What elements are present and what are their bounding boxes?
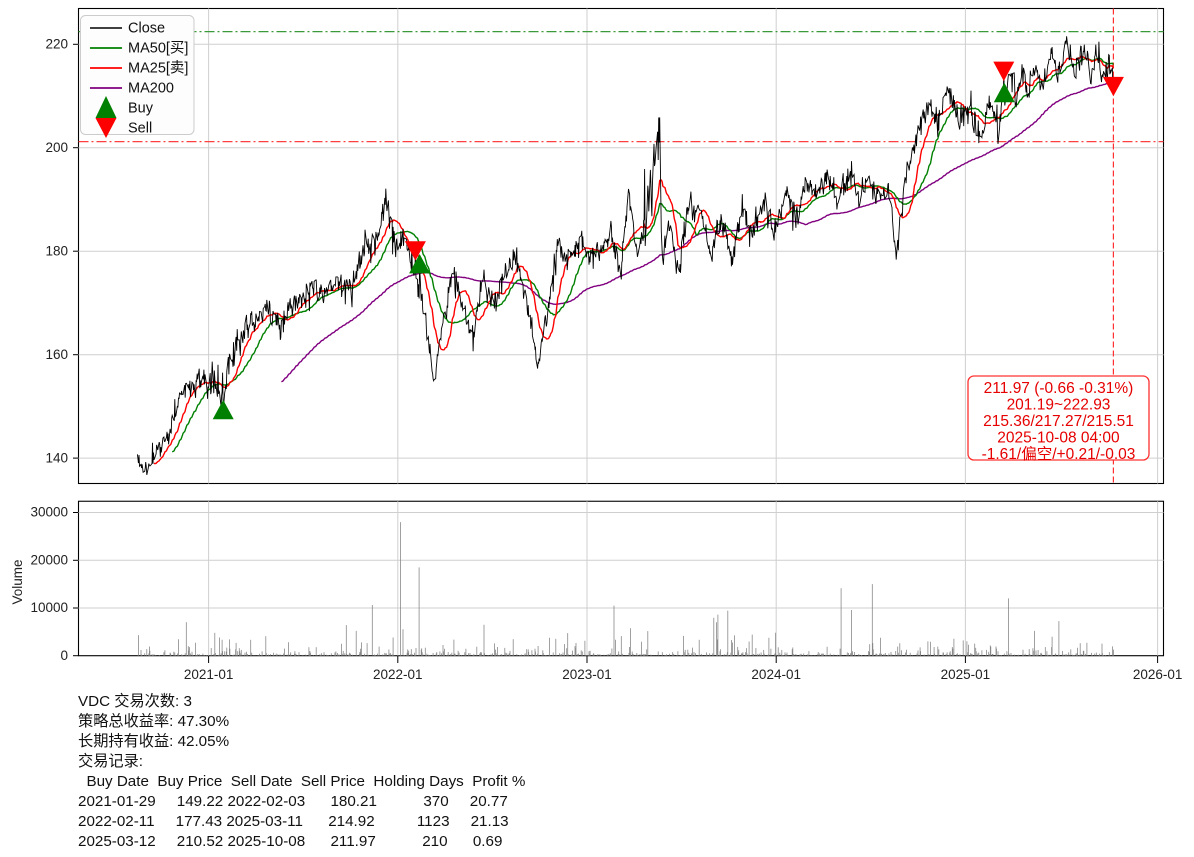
- svg-text:MA200: MA200: [128, 81, 174, 97]
- svg-text:Volume: Volume: [10, 559, 25, 604]
- svg-text:200: 200: [45, 140, 68, 155]
- svg-text:Buy: Buy: [128, 101, 154, 117]
- svg-text:160: 160: [45, 347, 68, 362]
- svg-text:30000: 30000: [30, 505, 68, 520]
- svg-text:140: 140: [45, 450, 68, 465]
- svg-text:-1.61/偏空/+0.21/-0.03: -1.61/偏空/+0.21/-0.03: [982, 445, 1136, 463]
- svg-text:215.36/217.27/215.51: 215.36/217.27/215.51: [983, 413, 1134, 430]
- svg-text:Sell: Sell: [128, 121, 152, 137]
- svg-text:10000: 10000: [30, 600, 68, 615]
- svg-text:MA25[卖]: MA25[卖]: [128, 60, 188, 77]
- svg-text:2025-01: 2025-01: [941, 667, 991, 682]
- svg-text:201.19~222.93: 201.19~222.93: [1007, 397, 1111, 414]
- svg-text:2023-01: 2023-01: [562, 667, 612, 682]
- svg-text:211.97 (-0.66 -0.31%): 211.97 (-0.66 -0.31%): [984, 380, 1134, 397]
- svg-text:2022-01: 2022-01: [373, 667, 423, 682]
- svg-text:0: 0: [60, 648, 68, 663]
- svg-text:Close: Close: [128, 21, 165, 37]
- svg-text:MA50[买]: MA50[买]: [128, 40, 188, 57]
- svg-text:20000: 20000: [30, 553, 68, 568]
- svg-text:220: 220: [45, 37, 68, 52]
- svg-text:2021-01: 2021-01: [184, 667, 234, 682]
- svg-text:2025-10-08 04:00: 2025-10-08 04:00: [997, 430, 1120, 447]
- svg-text:2026-01: 2026-01: [1133, 667, 1183, 682]
- svg-text:2024-01: 2024-01: [751, 667, 801, 682]
- svg-text:180: 180: [45, 243, 68, 258]
